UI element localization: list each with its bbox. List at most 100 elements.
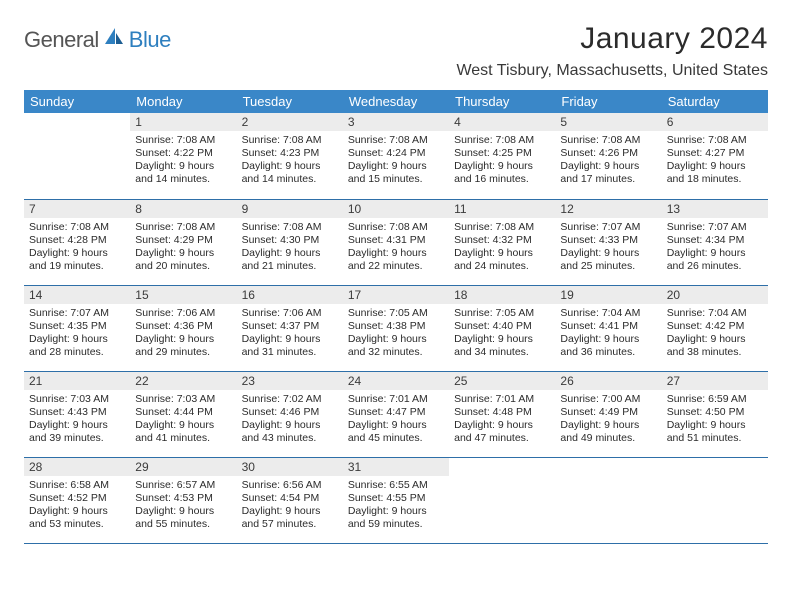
detail-line: and 24 minutes. [454,260,550,273]
day-number: 16 [237,286,343,304]
detail-line: Daylight: 9 hours [560,160,656,173]
calendar-cell [555,457,661,543]
calendar-cell: 27Sunrise: 6:59 AMSunset: 4:50 PMDayligh… [662,371,768,457]
day-details: Sunrise: 7:08 AMSunset: 4:24 PMDaylight:… [343,131,449,189]
detail-line: Daylight: 9 hours [454,333,550,346]
day-details: Sunrise: 7:08 AMSunset: 4:28 PMDaylight:… [24,218,130,276]
detail-line: Sunrise: 7:01 AM [454,393,550,406]
day-details: Sunrise: 7:03 AMSunset: 4:43 PMDaylight:… [24,390,130,448]
day-number: 24 [343,372,449,390]
detail-line: and 55 minutes. [135,518,231,531]
day-number: 26 [555,372,661,390]
calendar-cell: 21Sunrise: 7:03 AMSunset: 4:43 PMDayligh… [24,371,130,457]
detail-line: Sunrise: 6:56 AM [242,479,338,492]
detail-line: Daylight: 9 hours [348,160,444,173]
day-details: Sunrise: 6:56 AMSunset: 4:54 PMDaylight:… [237,476,343,534]
detail-line: and 59 minutes. [348,518,444,531]
detail-line: Sunset: 4:34 PM [667,234,763,247]
detail-line: Sunrise: 7:08 AM [242,134,338,147]
calendar-week: 14Sunrise: 7:07 AMSunset: 4:35 PMDayligh… [24,285,768,371]
detail-line: Daylight: 9 hours [135,160,231,173]
detail-line: Sunrise: 7:08 AM [454,221,550,234]
detail-line: Sunset: 4:28 PM [29,234,125,247]
detail-line: Sunrise: 7:04 AM [667,307,763,320]
detail-line: and 20 minutes. [135,260,231,273]
calendar-cell: 9Sunrise: 7:08 AMSunset: 4:30 PMDaylight… [237,199,343,285]
day-number: 29 [130,458,236,476]
day-details: Sunrise: 7:08 AMSunset: 4:26 PMDaylight:… [555,131,661,189]
detail-line: and 51 minutes. [667,432,763,445]
detail-line: and 15 minutes. [348,173,444,186]
detail-line: Sunrise: 7:07 AM [560,221,656,234]
detail-line: Sunrise: 7:07 AM [667,221,763,234]
day-number: 9 [237,200,343,218]
detail-line: Sunset: 4:43 PM [29,406,125,419]
detail-line: Sunrise: 7:08 AM [667,134,763,147]
calendar-cell: 2Sunrise: 7:08 AMSunset: 4:23 PMDaylight… [237,113,343,199]
detail-line: Sunset: 4:52 PM [29,492,125,505]
detail-line: Sunrise: 7:05 AM [454,307,550,320]
detail-line: and 18 minutes. [667,173,763,186]
calendar-cell: 25Sunrise: 7:01 AMSunset: 4:48 PMDayligh… [449,371,555,457]
detail-line: and 45 minutes. [348,432,444,445]
detail-line: Daylight: 9 hours [454,419,550,432]
detail-line: Sunset: 4:55 PM [348,492,444,505]
day-details: Sunrise: 7:05 AMSunset: 4:40 PMDaylight:… [449,304,555,362]
detail-line: and 29 minutes. [135,346,231,359]
detail-line: Sunrise: 7:06 AM [242,307,338,320]
detail-line: Sunrise: 7:08 AM [348,134,444,147]
calendar-cell [662,457,768,543]
detail-line: and 32 minutes. [348,346,444,359]
calendar-cell: 19Sunrise: 7:04 AMSunset: 4:41 PMDayligh… [555,285,661,371]
day-number: 15 [130,286,236,304]
detail-line: Sunset: 4:27 PM [667,147,763,160]
day-details: Sunrise: 6:58 AMSunset: 4:52 PMDaylight:… [24,476,130,534]
detail-line: Sunset: 4:29 PM [135,234,231,247]
detail-line: Daylight: 9 hours [667,160,763,173]
detail-line: Sunset: 4:24 PM [348,147,444,160]
day-number: 23 [237,372,343,390]
day-details: Sunrise: 7:06 AMSunset: 4:36 PMDaylight:… [130,304,236,362]
detail-line: and 16 minutes. [454,173,550,186]
detail-line: and 31 minutes. [242,346,338,359]
day-number: 4 [449,113,555,131]
calendar-cell: 22Sunrise: 7:03 AMSunset: 4:44 PMDayligh… [130,371,236,457]
detail-line: and 14 minutes. [135,173,231,186]
calendar-cell: 17Sunrise: 7:05 AMSunset: 4:38 PMDayligh… [343,285,449,371]
detail-line: and 43 minutes. [242,432,338,445]
day-details: Sunrise: 7:01 AMSunset: 4:48 PMDaylight:… [449,390,555,448]
detail-line: Sunrise: 7:06 AM [135,307,231,320]
detail-line: and 28 minutes. [29,346,125,359]
detail-line: Sunrise: 7:08 AM [348,221,444,234]
detail-line: Sunset: 4:23 PM [242,147,338,160]
detail-line: Sunset: 4:44 PM [135,406,231,419]
day-number: 20 [662,286,768,304]
calendar-cell: 14Sunrise: 7:07 AMSunset: 4:35 PMDayligh… [24,285,130,371]
calendar-cell: 18Sunrise: 7:05 AMSunset: 4:40 PMDayligh… [449,285,555,371]
detail-line: and 41 minutes. [135,432,231,445]
day-details: Sunrise: 7:04 AMSunset: 4:42 PMDaylight:… [662,304,768,362]
day-number: 13 [662,200,768,218]
detail-line: and 14 minutes. [242,173,338,186]
detail-line: Sunrise: 7:02 AM [242,393,338,406]
day-details: Sunrise: 7:01 AMSunset: 4:47 PMDaylight:… [343,390,449,448]
detail-line: Sunrise: 7:00 AM [560,393,656,406]
detail-line: Sunset: 4:35 PM [29,320,125,333]
detail-line: Sunset: 4:31 PM [348,234,444,247]
calendar-cell: 10Sunrise: 7:08 AMSunset: 4:31 PMDayligh… [343,199,449,285]
calendar-head: SundayMondayTuesdayWednesdayThursdayFrid… [24,90,768,113]
day-number: 1 [130,113,236,131]
detail-line: and 49 minutes. [560,432,656,445]
calendar-cell: 31Sunrise: 6:55 AMSunset: 4:55 PMDayligh… [343,457,449,543]
detail-line: Sunset: 4:38 PM [348,320,444,333]
day-number: 28 [24,458,130,476]
detail-line: Sunrise: 7:08 AM [454,134,550,147]
day-number: 31 [343,458,449,476]
day-number: 11 [449,200,555,218]
detail-line: Daylight: 9 hours [560,247,656,260]
detail-line: Daylight: 9 hours [560,333,656,346]
detail-line: and 39 minutes. [29,432,125,445]
day-number: 19 [555,286,661,304]
calendar-cell: 3Sunrise: 7:08 AMSunset: 4:24 PMDaylight… [343,113,449,199]
detail-line: Sunset: 4:36 PM [135,320,231,333]
